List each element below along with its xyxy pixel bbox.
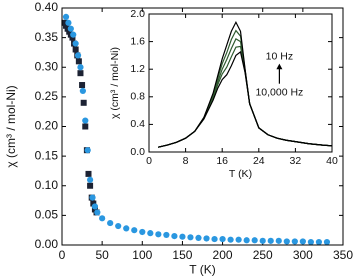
point [79,87,86,95]
y-tick-label: 1.6 [130,35,145,47]
x-tick-label: 300 [293,248,313,262]
x-tick-label: 8 [183,155,189,167]
point [131,227,138,234]
x-tick-label: 350 [333,248,353,262]
point [90,200,97,207]
point [267,237,274,244]
point [323,238,331,246]
y-axis-label: χ (cm³ / mol-Ni) [109,47,121,119]
point [283,238,290,245]
point [203,235,210,242]
point [72,40,79,47]
point [219,235,226,243]
y-axis-label: χ (cm³ / mol-Ni) [4,85,18,167]
y-tick-label: 0.35 [35,30,59,44]
point [87,182,94,189]
point [94,209,101,216]
line [158,20,333,148]
x-tick-label: 16 [216,155,228,167]
x-tick-label: 150 [172,248,192,262]
line [158,45,333,148]
point [259,237,266,244]
y-tick-label: 1.2 [130,63,145,75]
y-tick-label: 0.20 [35,119,59,133]
point [62,13,70,20]
x-tick-label: 50 [95,248,109,262]
point [72,46,79,53]
line [158,29,333,148]
y-tick-label: 0.40 [35,0,59,14]
point [179,233,186,240]
y-tick-label: 0.8 [130,91,145,103]
y-tick-label: 0.25 [35,89,59,103]
point [89,194,96,201]
point [75,58,82,65]
point [80,99,87,106]
point [99,215,106,222]
annotation: 10 Hz [266,51,293,63]
y-tick-label: 0.05 [35,208,59,222]
point [275,237,282,244]
arrow-head [276,63,283,70]
point [82,117,89,124]
x-tick-label: 100 [132,248,152,262]
point [82,123,89,130]
y-tick-label: 2.0 [130,8,145,20]
point [87,176,94,183]
plot-frame [61,7,344,246]
point [315,238,323,246]
y-tick-label: 0.10 [35,178,59,192]
point [211,235,218,243]
point [91,203,99,210]
x-tick-label: 0 [59,248,66,262]
annotation: 10,000 Hz [255,86,303,98]
point [139,228,146,236]
y-tick-label: 0.30 [35,59,59,73]
point [79,82,86,89]
point [65,19,72,26]
point [195,234,202,241]
point [243,237,250,244]
point [187,234,194,241]
line [158,50,333,148]
point [291,238,298,245]
y-tick-label: 0.4 [130,118,145,130]
point [77,70,84,77]
point [74,52,82,59]
y-tick-label: 0.15 [35,148,59,162]
x-axis-label: T (K) [229,168,252,180]
point [163,231,170,239]
y-tick-label: 0.0 [130,146,145,158]
x-tick-label: 250 [253,248,273,262]
point [235,236,242,243]
inset-chart: 0.0 0.4 0.8 1.2 1.6 2.0 0 8 16 24 32 40 T (K) χ (cm³ … [109,8,338,180]
point [307,238,314,246]
point [299,238,306,245]
point [84,147,91,154]
point [171,233,178,240]
x-tick-label: 200 [213,248,233,262]
point [85,170,92,177]
x-axis-label: T (K) [189,262,215,276]
x-tick-label: 32 [290,155,302,167]
x-tick-label: 40 [326,155,338,167]
point [155,231,162,238]
point [107,219,114,227]
x-tick-label: 0 [146,155,152,167]
point [67,25,74,32]
x-tick-label: 24 [253,155,265,167]
main-chart: 0.000.050.100.150.200.250.300.350.400 50 1… [4,0,353,276]
point [147,230,154,237]
line [158,37,333,148]
point [115,222,122,230]
y-tick-label: 0.00 [35,237,59,251]
point [123,225,130,232]
point [227,236,234,243]
point [77,64,84,71]
point [70,31,77,38]
plot-frame [148,13,333,153]
point [251,237,258,244]
